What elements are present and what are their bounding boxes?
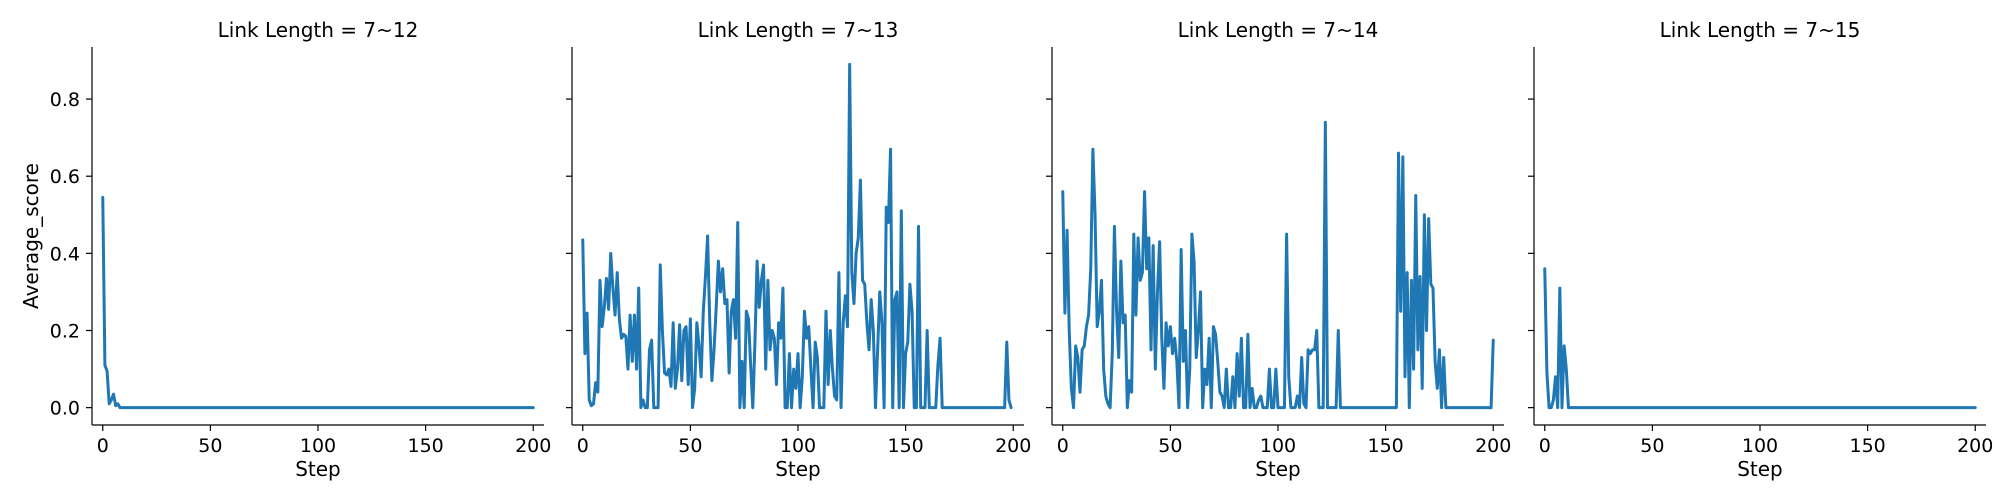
y-tick-label: 0.4 [50, 243, 80, 265]
panel-title: Link Length = 7~15 [1660, 18, 1861, 42]
panel-title: Link Length = 7~13 [698, 18, 899, 42]
x-tick-label: 200 [995, 435, 1031, 457]
x-tick-label: 0 [1057, 435, 1069, 457]
x-axis-label: Step [295, 457, 341, 481]
panels-group: Link Length = 7~12 0 50 100 150 200 0.0 0.2 0.4 0… [19, 18, 1993, 481]
x-tick-label: 150 [1367, 435, 1403, 457]
panel-title: Link Length = 7~12 [218, 18, 419, 42]
x-axis-label: Step [1737, 457, 1783, 481]
series-line [1543, 267, 1977, 410]
x-tick-label: 0 [97, 435, 109, 457]
x-tick-label: 50 [678, 435, 702, 457]
x-tick-label: 100 [1260, 435, 1296, 457]
x-tick-label: 150 [1849, 435, 1885, 457]
panel-2: Link Length = 7~13 0 50 100 150 200 Step [566, 18, 1031, 481]
panel-1: Link Length = 7~12 0 50 100 150 200 0.0 0.2 0.4 0… [19, 18, 551, 481]
x-tick-label: 50 [198, 435, 222, 457]
y-tick-label: 0.0 [50, 398, 80, 420]
x-tick-label: 100 [1742, 435, 1778, 457]
x-tick-label: 50 [1640, 435, 1664, 457]
x-tick-label: 200 [1957, 435, 1993, 457]
x-tick-label: 200 [515, 435, 551, 457]
series-line [581, 62, 1013, 410]
x-tick-label: 150 [407, 435, 443, 457]
x-tick-label: 50 [1158, 435, 1182, 457]
y-tick-label: 0.2 [50, 321, 80, 343]
x-tick-label: 100 [300, 435, 336, 457]
panel-4: Link Length = 7~15 0 50 100 150 200 Step [1528, 18, 1993, 481]
x-tick-label: 0 [577, 435, 589, 457]
x-tick-label: 0 [1539, 435, 1551, 457]
x-axis-label: Step [1255, 457, 1301, 481]
x-tick-label: 100 [780, 435, 816, 457]
y-axis-label: Average_score [19, 163, 43, 309]
panel-3: Link Length = 7~14 0 50 100 150 200 Step [1046, 18, 1511, 481]
y-tick-label: 0.8 [50, 89, 80, 111]
panel-title: Link Length = 7~14 [1178, 18, 1379, 42]
x-axis-label: Step [775, 457, 821, 481]
series-line [101, 195, 535, 410]
x-tick-label: 150 [887, 435, 923, 457]
y-tick-label: 0.6 [50, 166, 80, 188]
x-tick-label: 200 [1475, 435, 1511, 457]
series-line [1061, 120, 1495, 410]
